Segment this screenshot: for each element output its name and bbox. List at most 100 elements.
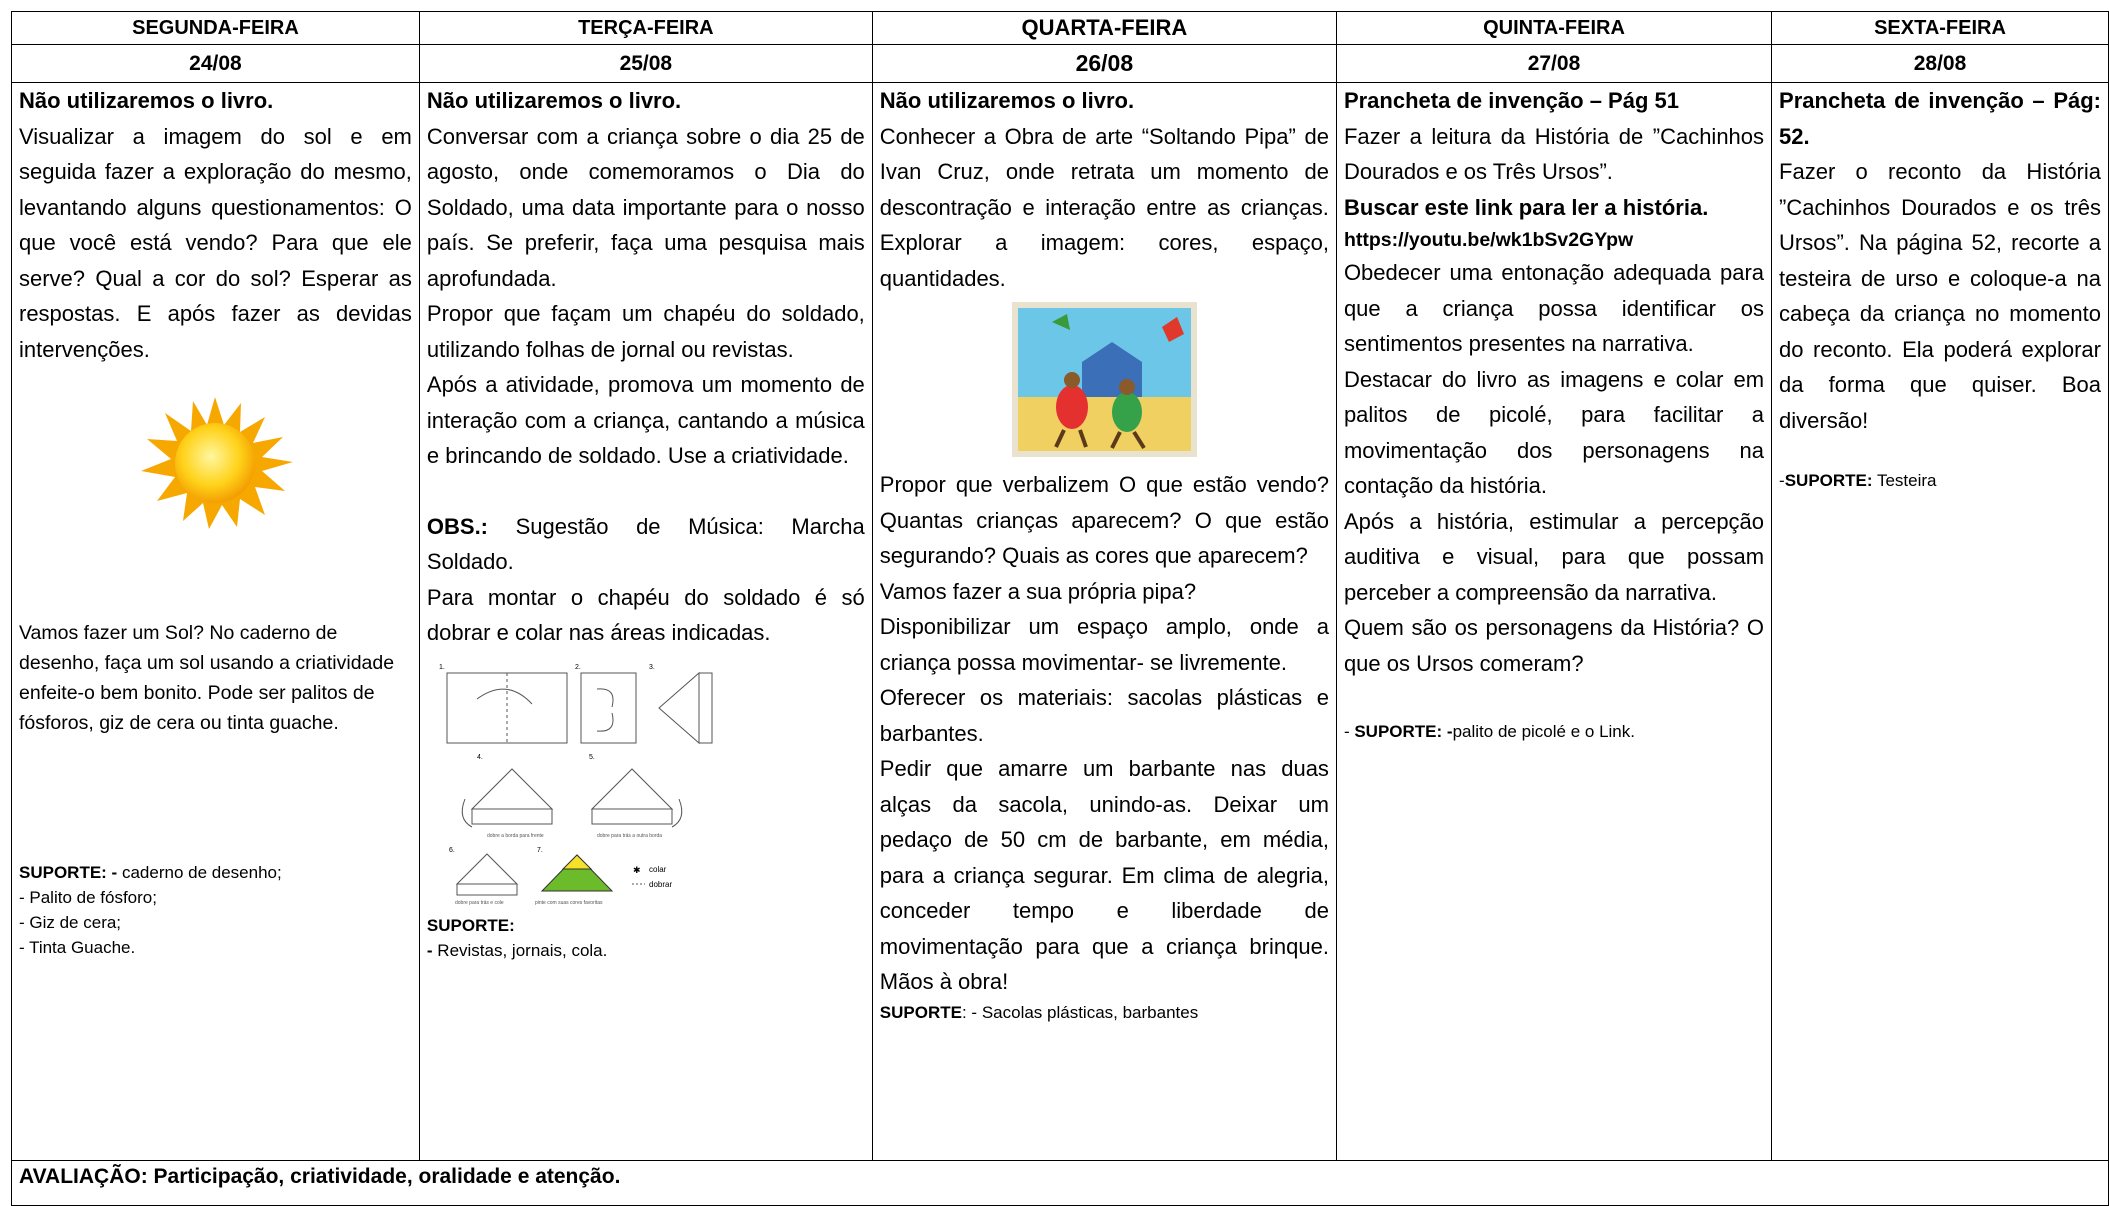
support: - SUPORTE: -palito de picolé e o Link.: [1344, 719, 1764, 744]
schedule-table: SEGUNDA-FEIRA TERÇA-FEIRA QUARTA-FEIRA Q…: [11, 11, 2109, 1206]
paragraph: Após a atividade, promova um momento de …: [426, 372, 865, 468]
label: SUPORTE: [879, 1002, 962, 1022]
arrow: [461, 798, 473, 827]
paragraph: Conhecer a Obra de arte “Soltando Pipa” …: [879, 123, 1329, 291]
date-row: 24/08 25/08 26/08 27/08 28/08: [11, 44, 2109, 83]
legs: [1054, 429, 1146, 450]
step-number: 6.: [449, 847, 455, 854]
day-header: SEXTA-FEIRA: [1771, 11, 2109, 45]
support-item: palito de picolé e o Link.: [1452, 722, 1635, 741]
hat-diagram: 1. 2. 3. 4. dobre a borda para frente 5.…: [439, 664, 713, 906]
support-item: : - Sacolas plásticas, barbantes: [961, 1002, 1199, 1022]
green-hat: [540, 853, 614, 891]
footer-row: AVALIAÇÃO: Participação, criatividade, o…: [11, 1160, 2109, 1206]
paragraph: Buscar este link para ler a história.: [1343, 194, 1709, 220]
paragraph: Destacar do livro as imagens e colar em …: [1343, 366, 1765, 499]
paragraph: Quem são os personagens da História? O q…: [1343, 615, 1765, 676]
paragraph: Obedecer uma entonação adequada para que…: [1343, 260, 1765, 356]
step-number: 7.: [537, 847, 543, 854]
shape: [455, 852, 519, 895]
friday-cell: Prancheta de invenção – Pág: 52. Fazer o…: [1771, 82, 2109, 1161]
child-head: [1063, 372, 1080, 388]
day-header: SEGUNDA-FEIRA: [11, 11, 420, 45]
arrow: [476, 688, 533, 704]
support-item: - Palito de fósforo;: [19, 888, 157, 907]
legend-text: colar: [649, 865, 667, 874]
content-row: Não utilizaremos o livro. Visualizar a i…: [11, 82, 2109, 1161]
dash: -: [1343, 722, 1350, 741]
support: - Revistas, jornais, cola.: [427, 938, 865, 963]
day-header: QUINTA-FEIRA: [1335, 11, 1773, 45]
sun-disc: [175, 423, 256, 503]
paragraph: Fazer o reconto da História ”Cachinhos D…: [1779, 159, 2101, 433]
paragraph: Pedir que amarre um barbante nas duas al…: [879, 756, 1329, 994]
step-number: 3.: [649, 664, 655, 671]
cell-heading: Prancheta de invenção – Pág 51: [1343, 88, 1679, 113]
caption: dobre para trás e cole: [455, 900, 504, 906]
paragraph: Conversar com a criança sobre o dia 25 d…: [426, 123, 865, 291]
evaluation: AVALIAÇÃO: Participação, criatividade, o…: [11, 1160, 2109, 1206]
label: OBS.:: [426, 513, 489, 539]
cell-heading: Prancheta de invenção – Pág: 52.: [1779, 88, 2101, 149]
star: ✱: [633, 865, 641, 875]
shape: [658, 671, 713, 744]
arrow: [596, 687, 614, 732]
step-number: 1.: [439, 664, 445, 671]
paragraph: Propor que façam um chapéu do soldado, u…: [426, 301, 865, 362]
note-text: Sugestão de Música: Marcha Soldado.: [426, 513, 865, 575]
sun-image: [141, 397, 294, 529]
shape: [470, 767, 554, 824]
cell-heading: Não utilizaremos o livro.: [426, 88, 682, 113]
monday-cell: Não utilizaremos o livro. Visualizar a i…: [11, 82, 420, 1161]
cell-heading: Não utilizaremos o livro.: [19, 88, 274, 113]
support-item: Revistas, jornais, cola.: [437, 940, 608, 960]
step-number: 5.: [589, 754, 595, 761]
caption: pinte com suas cores favoritas: [535, 900, 603, 906]
support: SUPORTE: - caderno de desenho;: [19, 860, 412, 885]
paragraph: Disponibilizar um espaço amplo, onde a c…: [879, 614, 1329, 675]
support-item: - Giz de cera;: [19, 913, 122, 932]
support: -SUPORTE: Testeira: [1779, 468, 2101, 493]
label: SUPORTE:: [1784, 471, 1873, 490]
support-item: caderno de desenho;: [121, 863, 282, 882]
date: 27/08: [1335, 44, 1773, 83]
step-number: 2.: [575, 664, 581, 671]
paragraph: Para montar o chapéu do soldado é só dob…: [426, 584, 865, 646]
support-item: - Tinta Guache.: [19, 938, 136, 957]
link: https://youtu.be/wk1bSv2GYpw: [1343, 229, 1634, 251]
child-head: [1118, 379, 1135, 395]
paragraph: Após a história, estimular a percepção a…: [1343, 508, 1765, 605]
paragraph: Visualizar a imagem do sol e em seguida …: [19, 123, 412, 362]
shape: [590, 767, 674, 824]
note: OBS.: Sugestão de Música: Marcha Soldado…: [427, 509, 865, 580]
support-label: SUPORTE:: [426, 915, 515, 935]
date: 25/08: [418, 44, 873, 83]
shape: [580, 672, 637, 743]
label: SUPORTE: -: [1354, 722, 1453, 741]
child: [1111, 392, 1142, 432]
tuesday-cell: Não utilizaremos o livro. Conversar com …: [418, 82, 873, 1161]
child: [1055, 385, 1088, 429]
painting-image: [1011, 302, 1197, 457]
dash: -: [1779, 471, 1785, 490]
kite: [1051, 314, 1070, 330]
caption: dobre a borda para frente: [487, 833, 544, 839]
step-number: 4.: [477, 754, 483, 761]
paragraph: Propor que verbalizem O que estão vendo?…: [879, 472, 1329, 568]
legend-text: dobrar: [649, 880, 672, 889]
day-header: QUARTA-FEIRA: [871, 11, 1337, 45]
arrow: [671, 798, 683, 827]
date: 24/08: [11, 44, 420, 83]
label: SUPORTE: -: [19, 863, 118, 882]
paragraph: Vamos fazer um Sol? No caderno de desenh…: [19, 622, 395, 734]
kite: [1161, 317, 1184, 342]
day-header: TERÇA-FEIRA: [418, 11, 873, 45]
paragraph: Fazer a leitura da História de ”Cachinho…: [1343, 123, 1765, 185]
shape: [446, 672, 568, 743]
label: -: [426, 940, 433, 960]
caption: dobre para trás a outra borda: [597, 833, 662, 839]
date: 26/08: [871, 44, 1337, 83]
support: SUPORTE: - Sacolas plásticas, barbantes: [880, 1000, 1329, 1025]
